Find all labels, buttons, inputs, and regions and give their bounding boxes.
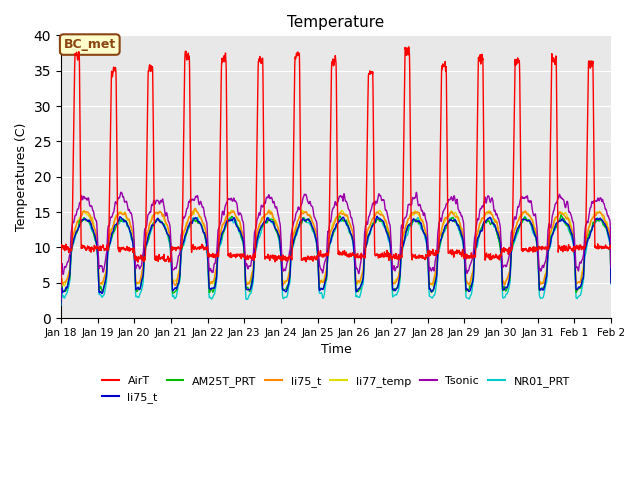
Legend: AirT, li75_t, AM25T_PRT, li75_t, li77_temp, Tsonic, NR01_PRT: AirT, li75_t, AM25T_PRT, li75_t, li77_te… xyxy=(97,372,574,407)
Y-axis label: Temperatures (C): Temperatures (C) xyxy=(15,122,28,231)
Text: BC_met: BC_met xyxy=(63,38,116,51)
X-axis label: Time: Time xyxy=(321,343,351,356)
Title: Temperature: Temperature xyxy=(287,15,385,30)
